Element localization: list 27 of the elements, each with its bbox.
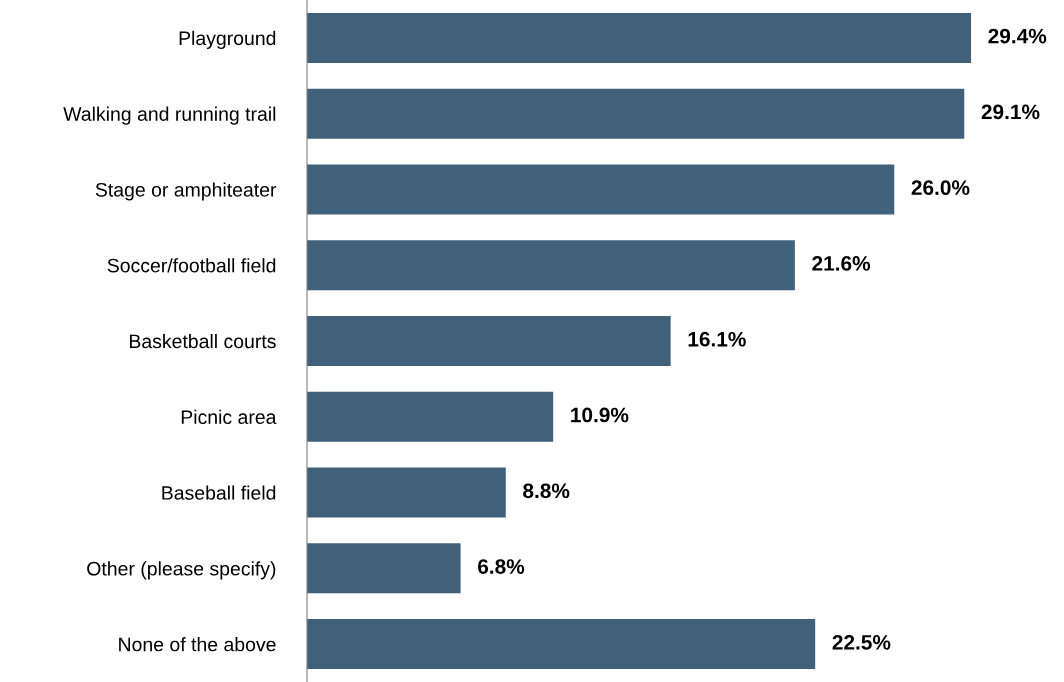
data-label: 29.1% — [981, 104, 1040, 120]
bar — [307, 88, 965, 139]
data-label: 22.5% — [832, 634, 891, 650]
y-tick-label: Walking and running trail — [63, 106, 276, 125]
y-tick-label: Stage or amphiteater — [95, 182, 277, 201]
bar — [307, 467, 506, 518]
data-label: 8.8% — [523, 483, 570, 499]
bar — [307, 543, 461, 594]
bar — [307, 391, 554, 442]
y-tick-label: Playground — [179, 30, 276, 49]
data-label: 6.8% — [478, 559, 525, 574]
y-tick-label: Picnic area — [181, 409, 277, 425]
bar — [307, 12, 972, 63]
data-label: 10.9% — [571, 407, 629, 423]
bar — [307, 164, 895, 215]
y-tick-label: None of the above — [119, 637, 276, 652]
data-label: 26.0% — [911, 180, 970, 196]
bar — [307, 240, 795, 291]
bar — [307, 619, 816, 670]
y-tick-label: Baseball field — [162, 485, 276, 500]
bar — [307, 315, 671, 367]
y-tick-label: Soccer/football field — [107, 258, 276, 273]
y-tick-label: Other (please specify) — [87, 561, 276, 580]
data-label: 21.6% — [812, 256, 871, 271]
data-label: 29.4% — [988, 28, 1047, 44]
y-tick-label: Basketball courts — [129, 333, 276, 349]
data-label: 16.1% — [688, 331, 746, 347]
